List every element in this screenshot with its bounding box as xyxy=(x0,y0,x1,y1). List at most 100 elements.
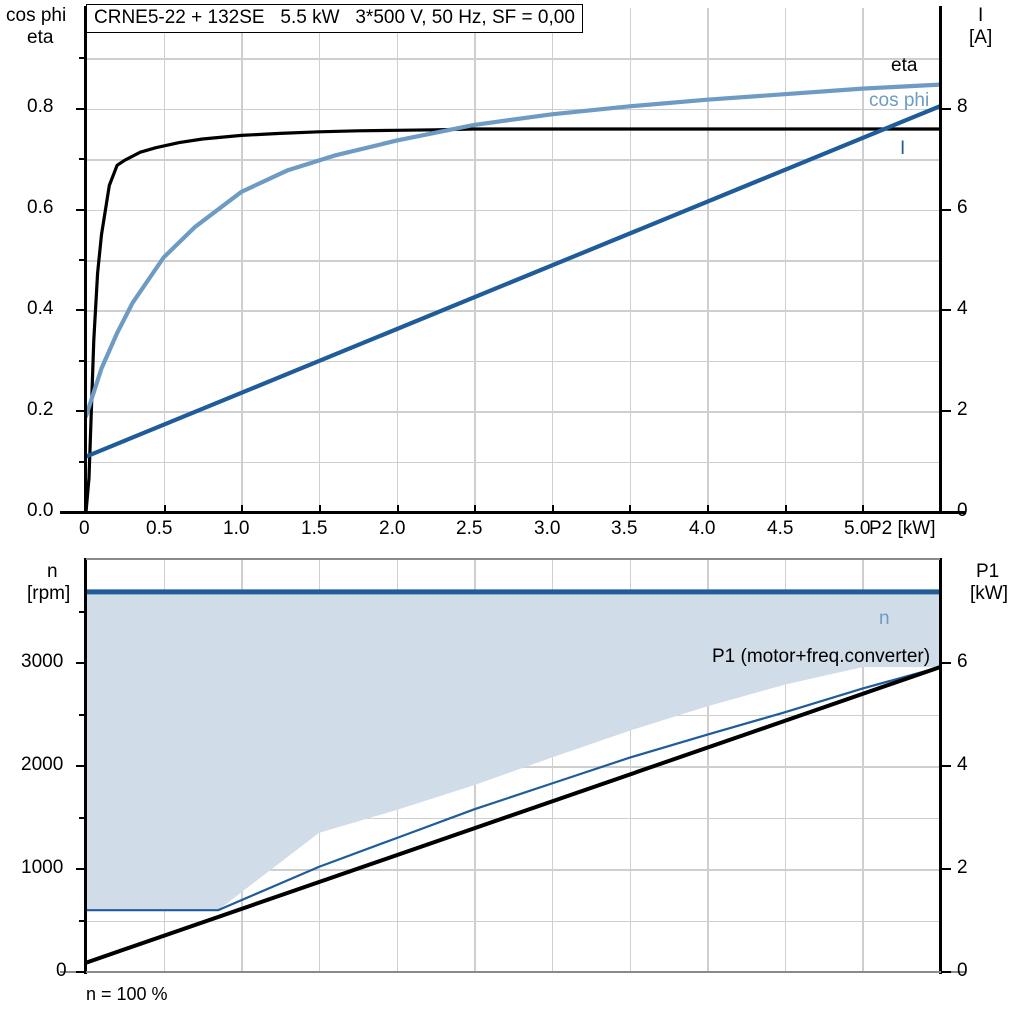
tick-bottom xyxy=(862,505,865,513)
curve-p1-line xyxy=(86,665,940,965)
gridline-h xyxy=(86,869,940,871)
tick-bottom xyxy=(551,505,554,513)
tick-left xyxy=(76,868,86,870)
xtick-4: 2.0 xyxy=(379,518,406,539)
ytick-left-4: 0.8 xyxy=(27,96,54,117)
ytick-bottom-left-1: 1000 xyxy=(21,857,64,878)
ytick-right-4: 8 xyxy=(957,96,968,117)
top-right-axis-line xyxy=(939,6,942,514)
bottom-top-frame-line xyxy=(86,558,940,560)
tick-right xyxy=(941,208,951,211)
gridline-h xyxy=(86,360,940,363)
tick-right xyxy=(941,511,951,513)
tick-bottom xyxy=(474,505,477,513)
xtick-5: 2.5 xyxy=(456,518,483,539)
curve-label-cosphi: cos phi xyxy=(869,90,930,111)
tick-right xyxy=(941,868,951,870)
ytick-bottom-left-0: 0 xyxy=(56,960,67,981)
ytick-left-2: 0.4 xyxy=(27,298,54,319)
tick-right xyxy=(941,765,951,767)
xtick-2: 1.0 xyxy=(223,518,250,539)
tick-left-minor xyxy=(79,919,86,922)
tick-bottom xyxy=(629,505,632,513)
tick-bottom xyxy=(707,505,710,513)
tick-left xyxy=(76,410,86,413)
gridline-h xyxy=(86,920,940,922)
curve-label-eta: eta xyxy=(891,55,918,76)
top-right-axis-label-amp: [A] xyxy=(969,27,993,48)
tick-left xyxy=(76,511,86,513)
gridline-h xyxy=(86,411,940,413)
xtick-3: 1.5 xyxy=(301,518,328,539)
gridline-h xyxy=(86,260,940,262)
speed-percentage-note: n = 100 % xyxy=(86,984,168,1004)
tick-bottom xyxy=(396,505,399,513)
tick-left-minor xyxy=(79,57,86,60)
tick-left xyxy=(76,208,86,211)
tick-right xyxy=(941,971,951,973)
curve-eta-line xyxy=(86,127,940,512)
tick-right xyxy=(941,309,951,312)
top-left-axis-label-cosphi: cos phi xyxy=(6,5,67,26)
bottom-left-axis-label-n: n xyxy=(47,561,58,582)
speed-band-area xyxy=(86,591,940,911)
curve-label-speed: n xyxy=(879,608,890,629)
tick-left xyxy=(76,309,86,312)
bottom-right-axis-label-kw: [kW] xyxy=(970,583,1008,604)
xtick-7: 3.5 xyxy=(611,518,638,539)
tick-left xyxy=(76,107,86,110)
bottom-left-axis-label-rpm: [rpm] xyxy=(27,583,71,604)
tick-bottom xyxy=(318,505,321,513)
ytick-right-3: 6 xyxy=(957,197,968,218)
tick-left-minor xyxy=(79,713,86,716)
xtick-10: 5.0 xyxy=(844,518,871,539)
efficiency-current-chart: 0.0 0.2 0.4 0.6 0.8 0 2 4 6 8 0 0.5 1.0 … xyxy=(27,6,968,539)
xtick-8: 4.0 xyxy=(689,518,716,539)
gridline-h xyxy=(86,461,940,464)
tick-left xyxy=(76,662,86,664)
ytick-left-1: 0.2 xyxy=(27,399,54,420)
xtick-6: 3.0 xyxy=(534,518,561,539)
top-left-axis-label-eta: eta xyxy=(27,27,54,48)
chart-title-box: CRNE5-22 + 132SE 5.5 kW 3*500 V, 50 Hz, … xyxy=(86,4,583,33)
ytick-bottom-left-3: 3000 xyxy=(21,651,64,672)
tick-bottom xyxy=(241,505,244,513)
tick-right xyxy=(941,410,951,413)
top-right-axis-label-i: I xyxy=(978,5,984,26)
tick-bottom xyxy=(784,505,787,513)
top-plot-area xyxy=(86,8,940,512)
tick-left xyxy=(76,971,86,973)
ytick-bottom-right-1: 2 xyxy=(957,857,968,878)
top-bottom-axis-line xyxy=(60,511,966,514)
xtick-9: 4.5 xyxy=(767,518,794,539)
gridline-h xyxy=(86,58,940,60)
gridline-h xyxy=(86,159,940,161)
tick-left xyxy=(76,765,86,767)
gridline-h xyxy=(86,108,940,111)
gridline-h xyxy=(86,310,940,312)
ytick-right-0: 0 xyxy=(957,500,968,521)
tick-right xyxy=(941,107,951,110)
bottom-bottom-frame-line xyxy=(60,971,966,973)
ytick-bottom-left-2: 2000 xyxy=(21,754,64,775)
ytick-left-3: 0.6 xyxy=(27,197,54,218)
xtick-0: 0 xyxy=(79,518,90,539)
curve-speed-lower xyxy=(86,666,940,912)
ytick-right-2: 4 xyxy=(957,298,968,319)
gridline-h xyxy=(86,209,940,212)
curve-label-current: I xyxy=(900,138,906,159)
ytick-left-0: 0.0 xyxy=(27,500,54,521)
gridline-h xyxy=(86,817,940,819)
tick-left-minor xyxy=(79,359,86,362)
tick-left-minor xyxy=(79,610,86,613)
tick-bottom xyxy=(939,501,941,511)
tick-bottom xyxy=(85,501,87,511)
tick-left-minor xyxy=(79,259,86,261)
tick-bottom xyxy=(163,505,166,513)
xtick-1: 0.5 xyxy=(146,518,173,539)
tick-left-minor xyxy=(79,816,86,819)
bottom-plot-area xyxy=(86,560,940,972)
tick-left-minor xyxy=(79,460,86,463)
